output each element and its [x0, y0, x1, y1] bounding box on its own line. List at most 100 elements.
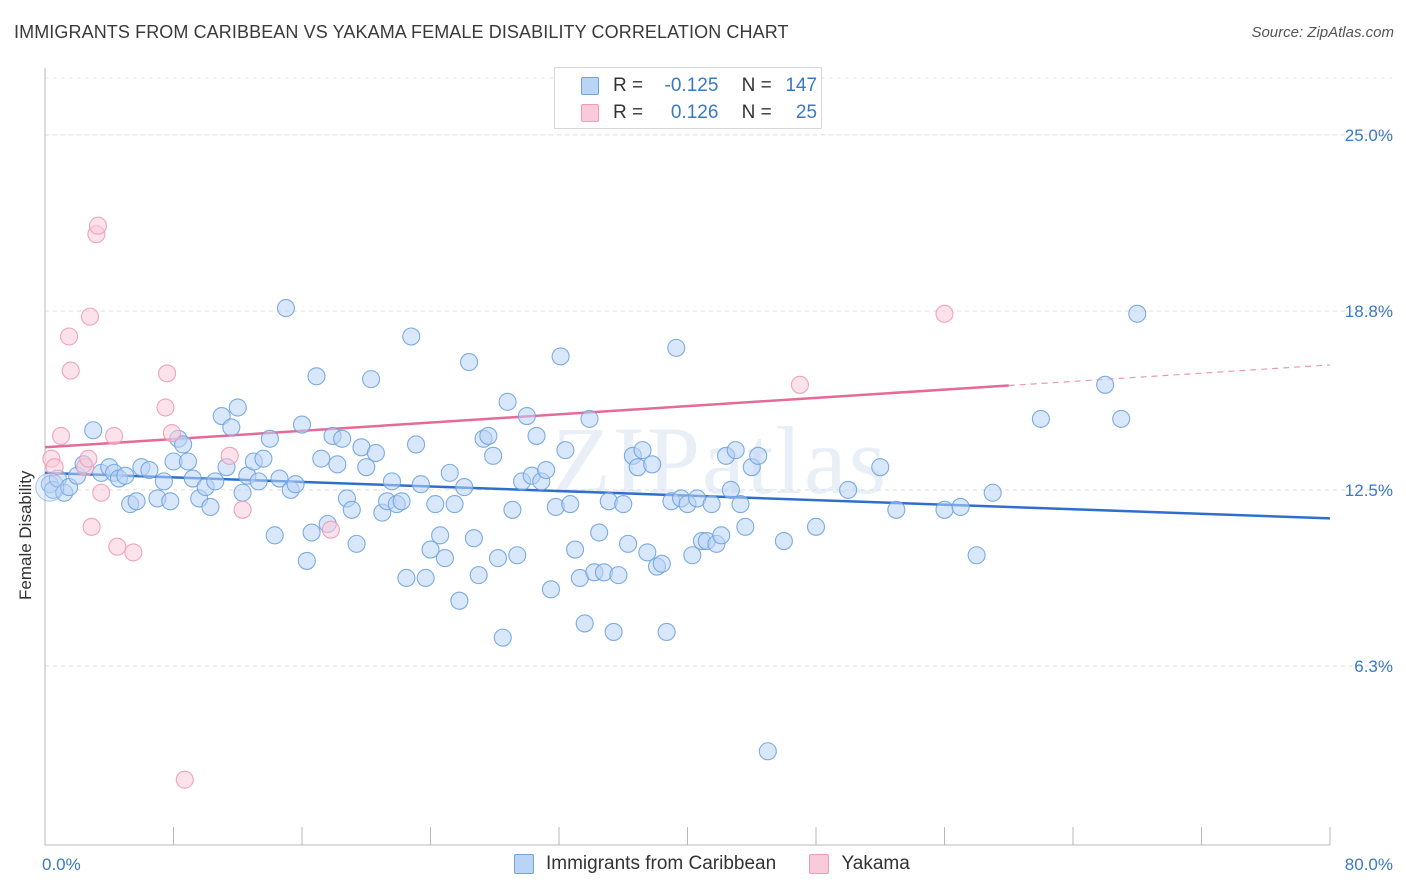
point-caribbean	[464, 529, 483, 548]
y-tick-label: 12.5%	[1345, 481, 1393, 500]
legend-r-value: -0.125	[664, 75, 719, 96]
point-caribbean	[206, 472, 225, 491]
point-caribbean	[1096, 375, 1115, 394]
y-tick-label: 6.3%	[1354, 657, 1393, 676]
point-yakama	[60, 327, 79, 346]
point-caribbean	[702, 495, 721, 514]
point-caribbean	[556, 441, 575, 460]
y-tick-label: 18.8%	[1345, 302, 1393, 321]
y-axis-label: Female Disability	[16, 470, 35, 600]
point-caribbean	[178, 452, 198, 471]
point-caribbean	[140, 460, 159, 480]
legend-item-caribbean: Immigrants from Caribbean	[514, 853, 776, 875]
point-caribbean	[551, 347, 570, 366]
legend-label-yakama: Yakama	[841, 853, 910, 874]
point-caribbean	[233, 483, 252, 502]
trend-line-yakama-extension	[1008, 364, 1331, 387]
point-caribbean	[270, 469, 289, 488]
point-caribbean	[127, 492, 146, 511]
point-caribbean	[643, 455, 662, 474]
point-caribbean	[254, 449, 273, 468]
tick-labels: 6.3% 12.5% 18.8% 25.0% 0.0% 80.0%	[42, 126, 1393, 874]
point-caribbean	[174, 435, 193, 454]
point-caribbean	[774, 531, 793, 551]
point-caribbean	[357, 458, 376, 477]
point-caribbean	[721, 480, 740, 499]
legend-swatch-pink	[581, 104, 599, 122]
point-caribbean	[328, 455, 347, 474]
point-yakama	[45, 458, 64, 477]
point-caribbean	[633, 441, 652, 460]
point-caribbean	[435, 549, 455, 568]
point-yakama	[88, 216, 108, 235]
x-tick-label: 80.0%	[1345, 855, 1393, 874]
point-caribbean	[431, 526, 450, 545]
legend-n-value: 25	[795, 102, 818, 123]
point-caribbean	[493, 628, 512, 647]
point-caribbean	[416, 568, 435, 588]
point-caribbean	[614, 495, 633, 514]
point-caribbean	[392, 492, 411, 511]
point-caribbean	[887, 500, 906, 519]
point-caribbean	[566, 540, 585, 559]
legend-r-label: R =	[613, 75, 644, 96]
legend-swatch-pink	[809, 854, 830, 874]
point-caribbean	[228, 398, 247, 417]
point-caribbean	[249, 472, 268, 491]
point-caribbean	[726, 441, 745, 460]
point-yakama	[790, 375, 809, 394]
point-yakama	[321, 520, 340, 539]
point-yakama	[79, 449, 98, 468]
point-caribbean	[276, 299, 295, 318]
point-caribbean	[484, 446, 503, 465]
point-caribbean	[508, 546, 527, 565]
point-caribbean	[397, 568, 416, 588]
point-caribbean	[459, 353, 479, 372]
point-caribbean	[871, 458, 890, 477]
point-yakama	[105, 426, 124, 445]
point-caribbean	[84, 421, 103, 440]
point-yakama	[220, 446, 239, 465]
point-yakama	[61, 361, 80, 380]
point-caribbean	[1112, 409, 1131, 428]
point-caribbean	[183, 469, 202, 488]
point-caribbean	[297, 551, 316, 570]
point-caribbean	[935, 500, 954, 519]
point-caribbean	[302, 523, 321, 542]
point-caribbean	[731, 495, 750, 514]
chart-source: Source: ZipAtlas.com	[1251, 24, 1394, 41]
point-caribbean	[527, 426, 546, 445]
point-caribbean	[657, 622, 676, 641]
legend-swatch-blue	[514, 854, 534, 874]
point-caribbean	[758, 742, 777, 761]
point-caribbean	[736, 517, 755, 536]
point-caribbean	[469, 566, 488, 585]
point-caribbean	[575, 614, 594, 633]
point-caribbean	[667, 338, 686, 357]
point-yakama	[175, 770, 194, 789]
point-caribbean	[342, 500, 361, 519]
point-caribbean	[967, 546, 986, 565]
point-caribbean	[286, 475, 305, 494]
point-caribbean	[35, 472, 65, 502]
point-caribbean	[265, 526, 284, 545]
point-caribbean	[312, 449, 331, 468]
point-yakama	[52, 426, 71, 445]
legend-r-label: R =	[613, 102, 644, 123]
point-caribbean	[517, 406, 536, 426]
point-caribbean	[503, 500, 522, 519]
point-caribbean	[362, 370, 381, 389]
legend-r-value: 0.126	[670, 102, 719, 123]
point-caribbean	[488, 549, 508, 568]
point-yakama	[124, 543, 143, 562]
point-caribbean	[347, 534, 366, 553]
point-caribbean	[951, 497, 970, 517]
point-caribbean	[604, 622, 623, 641]
legend-n-value: 147	[785, 75, 818, 96]
point-yakama	[233, 500, 252, 519]
point-caribbean	[712, 526, 731, 545]
legend-item-yakama: Yakama	[809, 853, 910, 875]
point-caribbean	[260, 429, 279, 448]
point-caribbean	[440, 463, 459, 482]
point-yakama	[108, 537, 127, 556]
